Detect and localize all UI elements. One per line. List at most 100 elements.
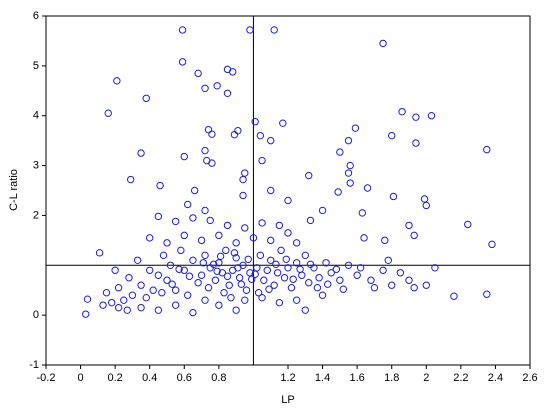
point: [267, 236, 275, 245]
point: [367, 276, 375, 284]
point: [142, 94, 150, 102]
point: [156, 181, 164, 190]
point: [287, 284, 296, 292]
point: [336, 148, 344, 156]
point: [346, 179, 354, 187]
point: [353, 271, 361, 279]
point: [420, 195, 429, 203]
point: [125, 274, 133, 282]
point: [189, 308, 197, 317]
point: [171, 217, 180, 226]
point: [234, 264, 242, 272]
point: [412, 139, 420, 147]
point: [168, 280, 176, 288]
point: [344, 136, 353, 145]
point: [232, 306, 240, 314]
point: [334, 188, 342, 196]
point: [344, 261, 353, 269]
point: [149, 286, 157, 294]
point: [296, 265, 304, 273]
point: [127, 175, 135, 184]
point: [114, 303, 123, 312]
point: [384, 256, 392, 264]
x-tick-label: 1.8: [384, 372, 399, 384]
point: [464, 220, 472, 229]
point: [146, 234, 154, 242]
x-tick-label: 0.2: [107, 372, 122, 384]
point: [327, 269, 335, 277]
point: [256, 251, 265, 260]
point: [158, 289, 166, 297]
point: [232, 254, 240, 262]
point: [201, 296, 209, 304]
point: [213, 82, 221, 90]
point: [422, 201, 430, 210]
point: [324, 280, 332, 288]
point: [133, 256, 142, 264]
point: [199, 259, 208, 267]
point: [280, 274, 289, 282]
point: [427, 112, 436, 120]
point: [270, 281, 278, 289]
point: [273, 269, 282, 277]
point: [339, 285, 348, 293]
point: [282, 255, 290, 264]
point: [258, 156, 266, 165]
point: [301, 306, 309, 314]
point: [305, 279, 313, 287]
point: [208, 159, 216, 167]
point: [180, 152, 188, 161]
point: [154, 212, 163, 221]
x-tick-label: 2.4: [488, 372, 503, 384]
point: [159, 251, 168, 260]
y-tick-label: 3: [33, 159, 39, 171]
point: [201, 84, 209, 92]
point: [258, 219, 266, 227]
point: [201, 206, 209, 215]
point: [104, 109, 112, 117]
point: [256, 131, 265, 140]
point: [180, 266, 188, 274]
x-tick-label: 0.4: [142, 372, 157, 384]
point: [185, 272, 194, 280]
point: [265, 285, 273, 293]
point: [318, 206, 327, 215]
point: [388, 131, 396, 140]
y-tick-label: 5: [33, 60, 39, 72]
point: [267, 136, 275, 145]
point: [230, 249, 239, 257]
point: [232, 239, 240, 247]
x-tick-label: 2.6: [522, 372, 537, 384]
point: [405, 276, 413, 284]
point: [137, 281, 145, 289]
point: [253, 264, 261, 272]
point: [483, 145, 491, 154]
point: [284, 264, 292, 272]
point: [370, 284, 379, 292]
point: [289, 275, 297, 283]
point: [194, 69, 202, 78]
point: [237, 280, 246, 288]
point: [298, 271, 306, 279]
point: [322, 259, 330, 267]
point: [488, 240, 496, 249]
point: [241, 224, 249, 232]
point: [83, 295, 92, 303]
point: [379, 39, 387, 48]
point: [189, 214, 197, 222]
point: [251, 117, 259, 126]
point: [204, 125, 213, 134]
point: [184, 291, 192, 299]
point: [267, 186, 275, 195]
point: [223, 89, 232, 97]
point: [223, 221, 232, 230]
point: [215, 301, 223, 309]
y-tick-label: -1: [29, 359, 39, 371]
point: [388, 281, 396, 289]
point: [123, 306, 131, 314]
point: [154, 306, 163, 314]
point: [194, 279, 202, 287]
point: [201, 251, 209, 260]
point: [244, 255, 252, 264]
point: [379, 266, 387, 274]
